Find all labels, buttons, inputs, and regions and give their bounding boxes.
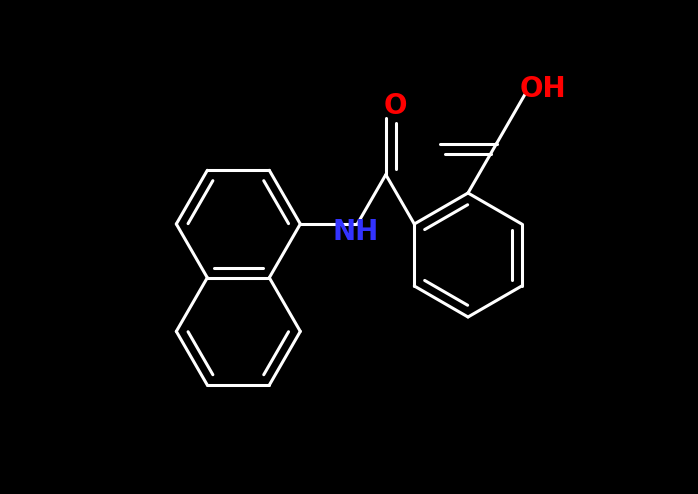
Text: NH: NH [332,218,378,246]
Text: O: O [384,91,408,120]
Text: OH: OH [520,75,566,103]
